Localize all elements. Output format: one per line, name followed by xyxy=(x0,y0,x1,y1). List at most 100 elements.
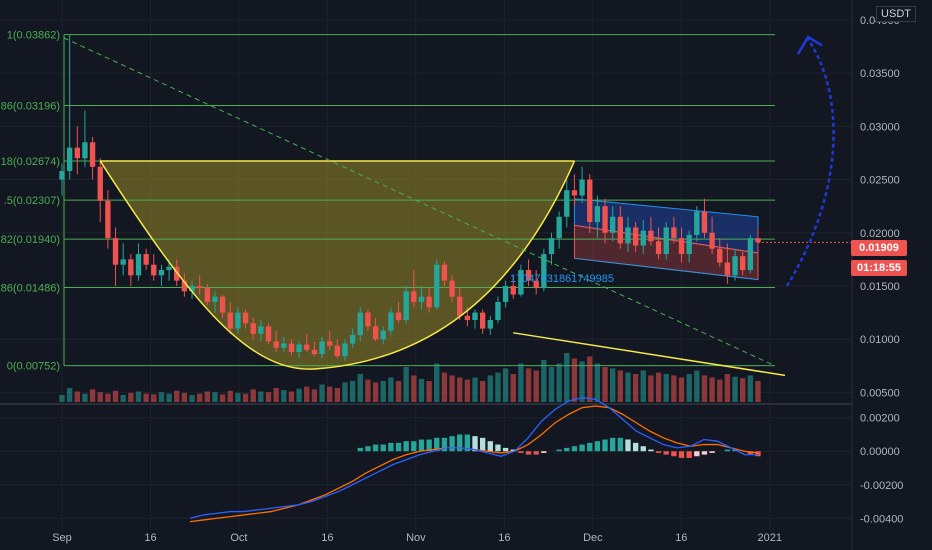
macd-tick-label: -0.00200 xyxy=(860,480,903,492)
time-tick-label: Sep xyxy=(52,532,72,544)
macd-histogram-bar xyxy=(610,437,616,452)
volume-bar xyxy=(304,386,310,402)
candle-body xyxy=(281,343,287,348)
time-tick-label: 16 xyxy=(321,532,333,544)
macd-line xyxy=(189,396,758,519)
candle-body xyxy=(648,230,654,242)
volume-bar xyxy=(135,391,142,402)
macd-histogram-bar xyxy=(495,444,501,452)
macd-tick-label: -0.00400 xyxy=(860,513,903,525)
time-axis[interactable]: Sep 16 Oct 16 Nov 16 Dec 16 2021 xyxy=(52,532,782,544)
candle-body xyxy=(357,312,363,335)
volume-bar xyxy=(724,374,731,402)
macd-histogram-bar xyxy=(632,442,639,452)
volume-bar xyxy=(250,389,256,402)
measure-label: 17047431861749985 xyxy=(510,273,614,285)
volume-bar xyxy=(579,361,585,402)
candle-body xyxy=(479,312,486,329)
volume-bar xyxy=(105,393,111,402)
time-tick-label: Dec xyxy=(583,532,603,544)
macd-histogram-bar xyxy=(395,442,402,452)
macd-tick-label: 0.00200 xyxy=(860,413,900,425)
candle-body xyxy=(418,296,425,302)
macd-axis[interactable]: 0.00200 0.00000 -0.00200 -0.00400 xyxy=(860,413,903,526)
volume-bar xyxy=(120,395,126,402)
candle-body xyxy=(296,344,302,352)
macd-histogram-bar xyxy=(502,447,509,452)
volume-bar xyxy=(204,391,210,402)
time-tick-label: Nov xyxy=(406,532,426,544)
volume-bar xyxy=(89,389,96,402)
candle-body xyxy=(740,256,746,271)
volume-bar xyxy=(388,377,394,402)
time-tick-label: 16 xyxy=(144,532,156,544)
volume-bar xyxy=(648,375,654,402)
volume-bar xyxy=(242,393,249,402)
volume-bar xyxy=(694,370,700,402)
volume-bar xyxy=(671,375,677,402)
macd-histogram-bar xyxy=(426,439,432,452)
volume-bar xyxy=(357,374,363,402)
macd-histogram-bar xyxy=(724,449,731,452)
macd-histogram-bar xyxy=(357,447,363,452)
macd-indicator xyxy=(189,396,761,523)
macd-histogram-bar xyxy=(617,437,624,452)
countdown-timer-tag: 01:18:55 xyxy=(851,260,907,276)
price-tick-label: 0.02500 xyxy=(860,175,900,187)
macd-histogram-bar xyxy=(701,451,708,455)
volume-bar xyxy=(235,392,241,402)
volume-bar xyxy=(717,379,723,402)
candle-body xyxy=(227,312,233,329)
volume-bar xyxy=(457,377,463,402)
candle-body xyxy=(97,166,103,201)
macd-histogram-bar xyxy=(380,444,386,452)
volume-bar xyxy=(258,391,264,402)
price-tick-label: 0.01000 xyxy=(860,334,900,346)
candle-body xyxy=(304,344,310,350)
candle-body xyxy=(334,345,341,357)
volume-bar xyxy=(571,358,578,402)
volume-bar xyxy=(196,393,203,402)
candle-body xyxy=(89,142,96,167)
candle-body xyxy=(158,270,165,276)
volume-bar xyxy=(502,368,509,402)
candle-body xyxy=(502,285,509,302)
volume-bar xyxy=(281,390,287,402)
volume-bar xyxy=(174,390,180,402)
candle-body xyxy=(564,190,570,217)
candle-body xyxy=(732,256,738,276)
volume-bar xyxy=(181,392,188,402)
volume-bar xyxy=(625,372,631,402)
volume-bar xyxy=(426,381,432,402)
macd-histogram-bar xyxy=(564,447,570,452)
fib-level-label: 86(0.03196) xyxy=(1,100,60,112)
volume-bar xyxy=(319,384,325,402)
candle-body xyxy=(587,179,593,223)
macd-histogram-bar xyxy=(579,444,585,452)
dashed-trendline xyxy=(63,37,776,367)
volume-bar xyxy=(632,374,639,402)
volume-bar xyxy=(510,374,516,402)
volume-trendline xyxy=(513,332,786,377)
currency-label[interactable]: USDT xyxy=(876,6,916,22)
volume-bar xyxy=(151,394,157,402)
volume-bar xyxy=(143,393,149,402)
candle-body xyxy=(166,266,172,271)
arrow-head-icon xyxy=(796,35,823,55)
candle-body xyxy=(204,288,210,302)
candle-body xyxy=(602,206,608,233)
candle-body xyxy=(663,227,669,255)
candle-body xyxy=(112,238,119,265)
macd-histogram-bar xyxy=(541,451,547,453)
candle-body xyxy=(120,259,126,265)
price-tick-label: 0.03000 xyxy=(860,121,900,133)
candle-body xyxy=(82,142,88,159)
volume-bar xyxy=(732,376,738,402)
candle-body xyxy=(181,280,188,292)
volume-bar xyxy=(189,395,195,402)
blue-arrow-curve xyxy=(785,38,835,287)
candle-body xyxy=(265,326,272,342)
macd-histogram-bar xyxy=(694,451,700,457)
volume-bar xyxy=(533,370,539,402)
